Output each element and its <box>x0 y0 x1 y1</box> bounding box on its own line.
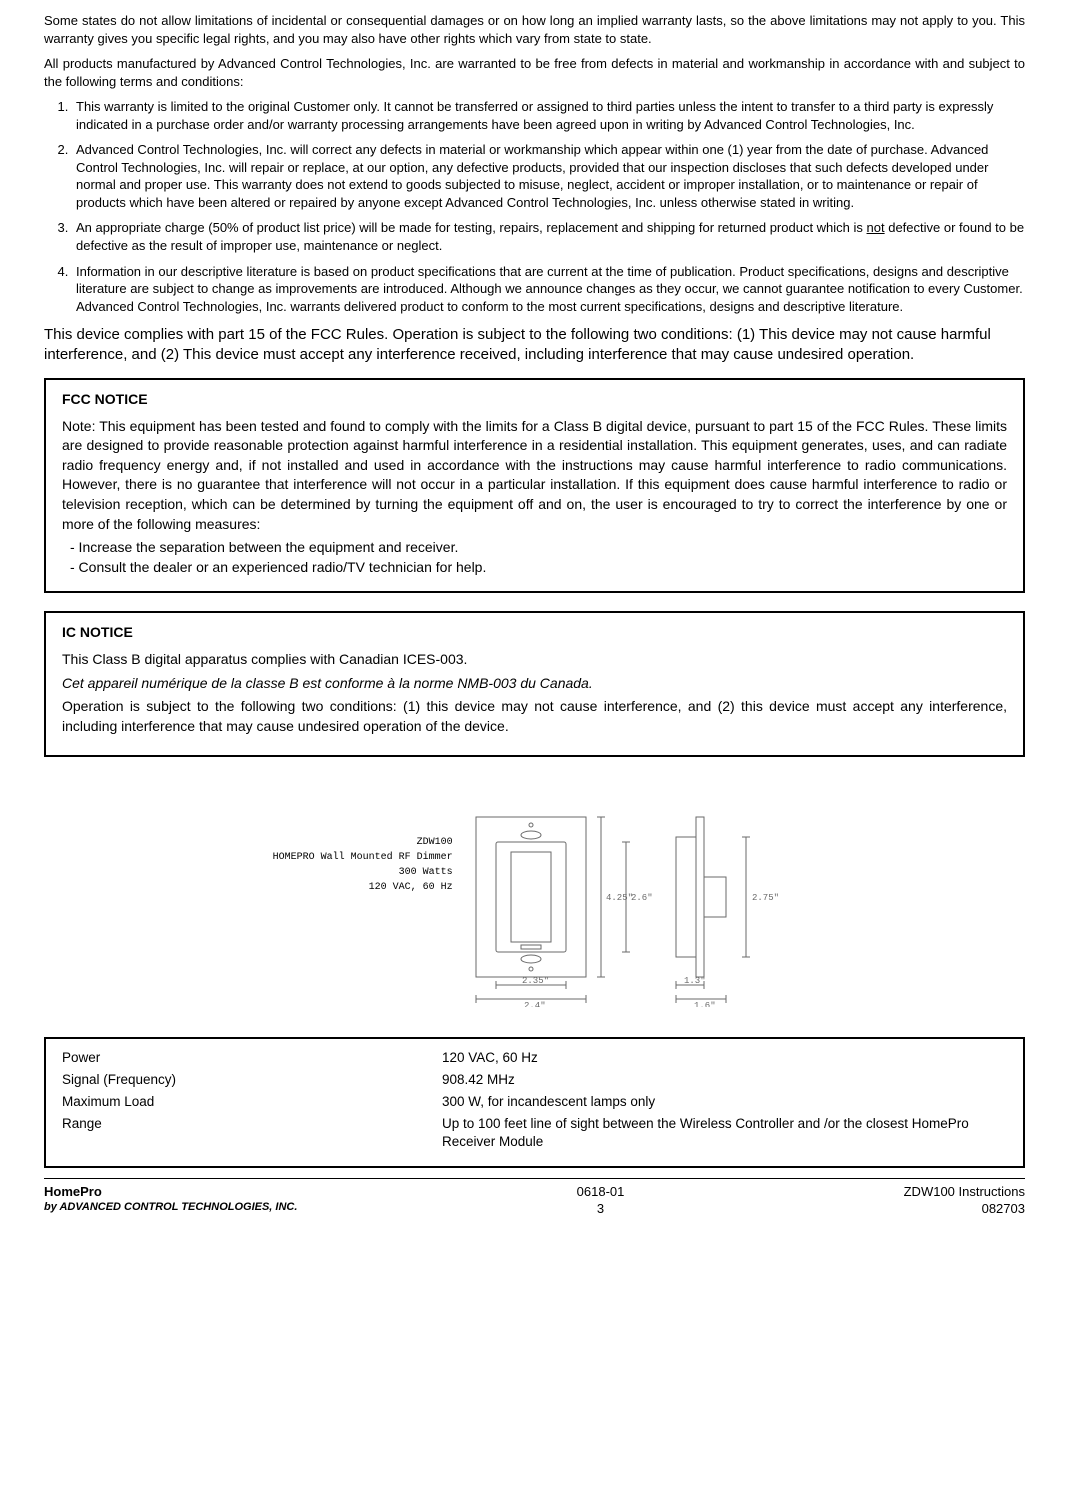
footer-right1: ZDW100 Instructions <box>904 1183 1025 1201</box>
warranty-item-3-pre: An appropriate charge (50% of product li… <box>76 220 867 235</box>
spec-label: Signal (Frequency) <box>62 1071 442 1089</box>
fcc-compliance-text: This device complies with part 15 of the… <box>44 325 1025 366</box>
spec-table: Power 120 VAC, 60 Hz Signal (Frequency) … <box>44 1037 1025 1168</box>
ic-notice-body: This Class B digital apparatus complies … <box>62 650 1007 736</box>
dim-inner-h: 2.6" <box>631 893 653 903</box>
fcc-notice-box: FCC NOTICE Note: This equipment has been… <box>44 378 1025 594</box>
dim-front-w2: 2.4" <box>524 1001 546 1007</box>
intro-para-2: All products manufactured by Advanced Co… <box>44 55 1025 90</box>
spec-value: 908.42 MHz <box>442 1071 1007 1089</box>
warranty-item-2: Advanced Control Technologies, Inc. will… <box>72 141 1025 211</box>
diagram-line-1: ZDW100 <box>273 835 453 850</box>
spec-value: Up to 100 feet line of sight between the… <box>442 1115 1007 1151</box>
diagram-line-4: 120 VAC, 60 Hz <box>273 880 453 895</box>
fcc-notice-main: Note: This equipment has been tested and… <box>62 417 1007 535</box>
footer-page: 3 <box>577 1200 625 1218</box>
ic-notice-box: IC NOTICE This Class B digital apparatus… <box>44 611 1025 756</box>
spec-value: 300 W, for incandescent lamps only <box>442 1093 1007 1111</box>
footer-company: by ADVANCED CONTROL TECHNOLOGIES, INC. <box>44 1200 297 1215</box>
spec-row: Signal (Frequency) 908.42 MHz <box>62 1071 1007 1089</box>
fcc-notice-title: FCC NOTICE <box>62 390 1007 409</box>
spec-row: Power 120 VAC, 60 Hz <box>62 1049 1007 1067</box>
footer-rule <box>44 1178 1025 1179</box>
spec-label: Range <box>62 1115 442 1151</box>
ic-notice-p1: This Class B digital apparatus complies … <box>62 650 1007 670</box>
dim-side-w1: 1.3" <box>684 976 706 986</box>
fcc-bullet-1: - Increase the separation between the eq… <box>70 538 1007 558</box>
warranty-list: This warranty is limited to the original… <box>44 98 1025 315</box>
diagram-text-block: ZDW100 HOMEPRO Wall Mounted RF Dimmer 30… <box>273 835 453 895</box>
fcc-bullet-2: - Consult the dealer or an experienced r… <box>70 558 1007 578</box>
footer-docnum: 0618-01 <box>577 1183 625 1201</box>
dim-side-h: 2.75" <box>752 893 779 903</box>
intro-para-1: Some states do not allow limitations of … <box>44 12 1025 47</box>
ic-notice-p3: Operation is subject to the following tw… <box>62 697 1007 736</box>
warranty-item-1: This warranty is limited to the original… <box>72 98 1025 133</box>
diagram-svg: 4.25" 2.6" 2.35" 2.4" 2.75" 1.3" 1.6" <box>466 807 796 1007</box>
ic-notice-p2: Cet appareil numérique de la classe B es… <box>62 674 1007 694</box>
spec-value: 120 VAC, 60 Hz <box>442 1049 1007 1067</box>
dim-side-w2: 1.6" <box>694 1001 716 1007</box>
page-footer: HomePro by ADVANCED CONTROL TECHNOLOGIES… <box>44 1183 1025 1218</box>
dim-front-w1: 2.35" <box>522 976 549 986</box>
dim-front-h: 4.25" <box>606 893 633 903</box>
fcc-notice-body: Note: This equipment has been tested and… <box>62 417 1007 578</box>
product-diagram: ZDW100 HOMEPRO Wall Mounted RF Dimmer 30… <box>44 807 1025 1007</box>
spec-row: Maximum Load 300 W, for incandescent lam… <box>62 1093 1007 1111</box>
warranty-item-3-underline: not <box>867 220 885 235</box>
footer-brand: HomePro <box>44 1183 297 1201</box>
footer-right2: 082703 <box>904 1200 1025 1218</box>
warranty-item-4: Information in our descriptive literatur… <box>72 263 1025 316</box>
spec-label: Maximum Load <box>62 1093 442 1111</box>
spec-label: Power <box>62 1049 442 1067</box>
diagram-line-3: 300 Watts <box>273 865 453 880</box>
warranty-item-3: An appropriate charge (50% of product li… <box>72 219 1025 254</box>
spec-row: Range Up to 100 feet line of sight betwe… <box>62 1115 1007 1151</box>
ic-notice-title: IC NOTICE <box>62 623 1007 642</box>
diagram-line-2: HOMEPRO Wall Mounted RF Dimmer <box>273 850 453 865</box>
